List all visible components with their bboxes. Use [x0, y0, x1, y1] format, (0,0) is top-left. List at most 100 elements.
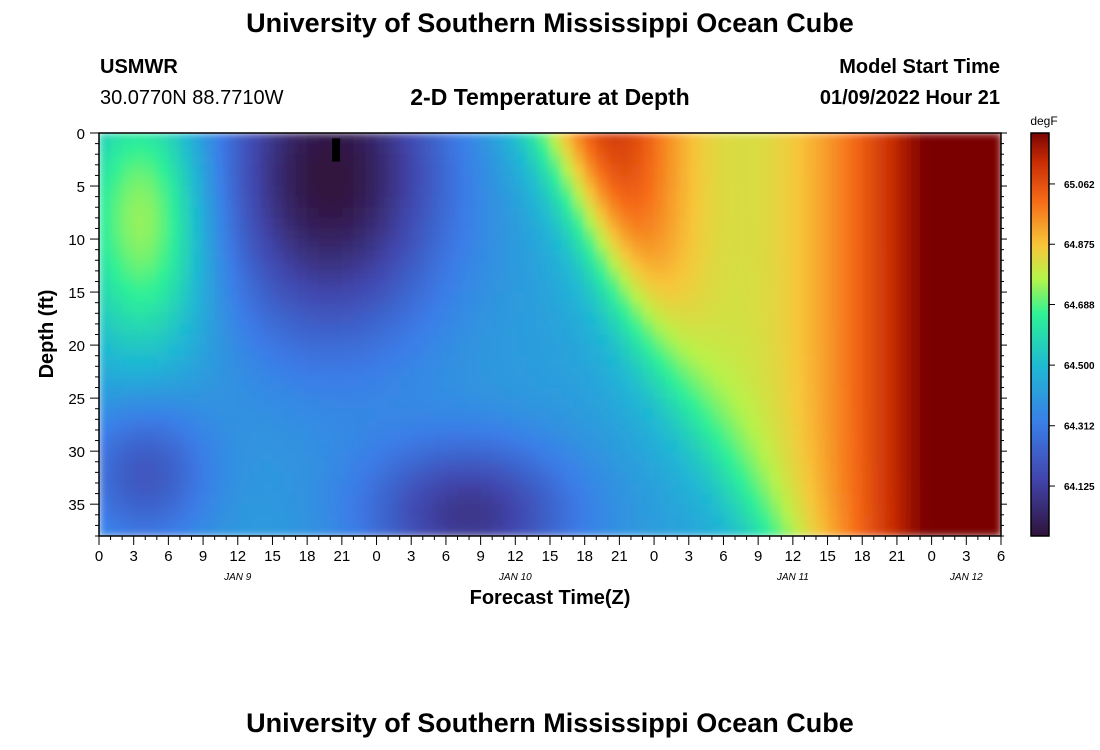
heatmap-cell [873, 376, 886, 389]
heatmap-cell [133, 493, 146, 505]
heatmap-cell [122, 133, 135, 145]
heatmap-cell [561, 270, 574, 283]
heatmap-cell [584, 217, 597, 230]
heatmap-cell [896, 164, 910, 177]
heatmap-cell [804, 281, 817, 293]
heatmap-cell [735, 504, 748, 516]
heatmap-cell [839, 270, 852, 283]
heatmap-cell [480, 451, 493, 463]
heatmap-cell [746, 270, 759, 283]
heatmap-cell [145, 249, 158, 261]
heatmap-cell [515, 387, 528, 399]
heatmap-cell [804, 334, 817, 346]
heatmap-cell [526, 472, 540, 484]
heatmap-cell [584, 525, 597, 536]
heatmap-cell [746, 196, 759, 208]
heatmap-cell [746, 429, 759, 442]
heatmap-cell [133, 461, 146, 473]
heatmap-cell [677, 228, 690, 240]
heatmap-cell [226, 154, 239, 166]
heatmap-cell [480, 387, 493, 399]
heatmap-cell [931, 345, 944, 357]
heatmap-cell [388, 260, 401, 272]
heatmap-cell [908, 525, 921, 536]
heatmap-cell [284, 196, 297, 208]
heatmap-cell [353, 154, 366, 166]
heatmap-cell [492, 133, 505, 145]
heatmap-cell [156, 366, 169, 378]
heatmap-cell [168, 249, 181, 261]
heatmap-cell [700, 260, 713, 272]
heatmap-cell [977, 334, 991, 346]
heatmap-cell [133, 366, 146, 378]
heatmap-cell [746, 472, 759, 484]
heatmap-cell [388, 175, 401, 187]
heatmap-cell [700, 186, 713, 198]
heatmap-cell [295, 482, 308, 495]
heatmap-cell [619, 482, 632, 495]
heatmap-cell [804, 419, 817, 431]
heatmap-cell [827, 493, 840, 505]
heatmap-cell [503, 387, 516, 399]
heatmap-cell [434, 408, 447, 420]
heatmap-cell [295, 387, 308, 399]
heatmap-cell [561, 175, 574, 187]
heatmap-cell [920, 217, 933, 230]
heatmap-cell [873, 482, 886, 495]
heatmap-cell [237, 154, 250, 166]
heatmap-cell [688, 482, 701, 495]
heatmap-cell [839, 196, 852, 208]
heatmap-cell [665, 260, 678, 272]
heatmap-cell [226, 461, 239, 473]
heatmap-cell [422, 493, 435, 505]
heatmap-cell [977, 472, 991, 484]
heatmap-cell [156, 175, 169, 187]
heatmap-cell [526, 143, 540, 155]
heatmap-cell [272, 154, 285, 166]
heatmap-cell [179, 461, 193, 473]
heatmap-cell [862, 175, 875, 187]
heatmap-cell [226, 270, 239, 283]
heatmap-cell [630, 292, 644, 304]
heatmap-cell [226, 482, 239, 495]
heatmap-cell [966, 270, 979, 283]
heatmap-cell [850, 419, 863, 431]
heatmap-cell [457, 154, 470, 166]
heatmap-cell [388, 302, 401, 314]
heatmap-cell [815, 419, 829, 431]
heatmap-cell [550, 429, 563, 442]
colorbar-unit: degF [1030, 114, 1057, 128]
heatmap-cell [607, 493, 620, 505]
heatmap-cell [179, 525, 193, 536]
heatmap-cell [492, 249, 505, 261]
heatmap-cell [700, 228, 713, 240]
heatmap-cell [445, 186, 459, 198]
heatmap-cell [353, 196, 366, 208]
heatmap-cell [249, 260, 262, 272]
heatmap-cell [792, 398, 806, 410]
heatmap-cell [596, 175, 609, 187]
heatmap-cell [711, 451, 725, 463]
heatmap-cell [99, 270, 112, 283]
heatmap-cell [896, 260, 910, 272]
heatmap-cell [237, 451, 250, 463]
heatmap-cell [214, 217, 227, 230]
heatmap-cell [700, 281, 713, 293]
heatmap-cell [526, 133, 540, 145]
heatmap-cell [330, 323, 343, 336]
heatmap-cell [804, 525, 817, 536]
heatmap-cell [226, 429, 239, 442]
heatmap-cell [214, 239, 227, 251]
heatmap-cell [966, 217, 979, 230]
heatmap-cell [191, 355, 204, 367]
heatmap-cell [110, 133, 123, 145]
heatmap-cell [954, 408, 967, 420]
heatmap-cell [422, 345, 435, 357]
heatmap-cell [492, 334, 505, 346]
heatmap-cell [538, 249, 551, 261]
heatmap-cell [885, 461, 898, 473]
heatmap-cell [457, 133, 470, 145]
heatmap-cell [596, 472, 609, 484]
heatmap-cell [735, 387, 748, 399]
